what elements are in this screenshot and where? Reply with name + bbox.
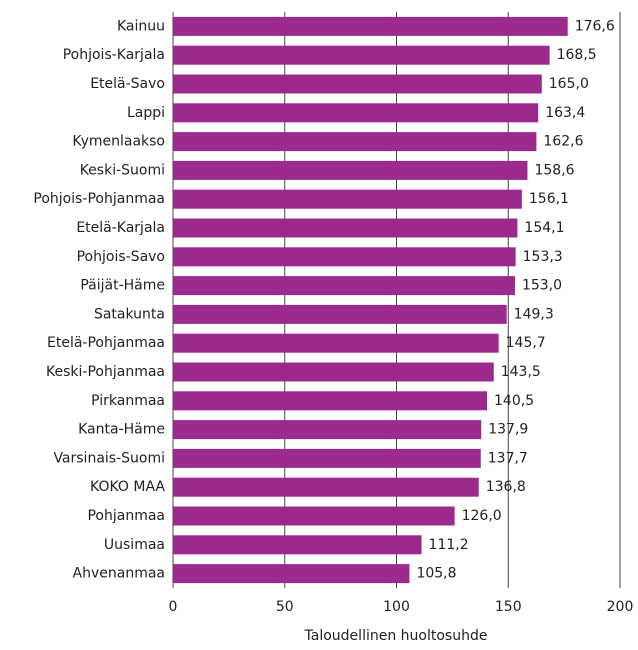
bar bbox=[173, 132, 537, 152]
bar bbox=[173, 448, 481, 468]
y-tick-label: Varsinais-Suomi bbox=[53, 450, 165, 466]
value-label: 158,6 bbox=[534, 162, 574, 178]
value-label: 153,0 bbox=[522, 278, 562, 294]
bar bbox=[173, 218, 518, 238]
x-tick-label: 200 bbox=[607, 599, 634, 615]
y-tick-label: Etelä-Savo bbox=[90, 76, 165, 92]
value-label: 145,7 bbox=[506, 335, 546, 351]
bar bbox=[173, 304, 507, 324]
value-label: 126,0 bbox=[462, 508, 502, 524]
y-tick-label: Kanta-Häme bbox=[78, 422, 165, 438]
bar bbox=[173, 564, 410, 584]
bar bbox=[173, 535, 422, 555]
value-label: 136,8 bbox=[486, 479, 526, 495]
bar bbox=[173, 506, 455, 526]
value-label: 163,4 bbox=[545, 105, 585, 121]
bar bbox=[173, 74, 542, 94]
x-tick-label: 50 bbox=[276, 599, 294, 615]
bar bbox=[173, 160, 528, 180]
y-tick-label: Keski-Suomi bbox=[80, 162, 165, 178]
bar bbox=[173, 103, 539, 123]
value-label: 140,5 bbox=[494, 393, 534, 409]
value-label: 143,5 bbox=[501, 364, 541, 380]
value-label: 111,2 bbox=[429, 537, 469, 553]
value-label: 105,8 bbox=[416, 566, 456, 582]
x-tick-label: 150 bbox=[495, 599, 522, 615]
y-tick-label: Uusimaa bbox=[104, 537, 165, 553]
bar bbox=[173, 333, 499, 353]
y-tick-label: Lappi bbox=[127, 105, 165, 121]
x-tick-label: 100 bbox=[383, 599, 410, 615]
bar bbox=[173, 420, 482, 440]
value-label: 162,6 bbox=[543, 134, 583, 150]
bar bbox=[173, 189, 522, 209]
y-tick-label: Pohjois-Karjala bbox=[63, 47, 165, 63]
bar bbox=[173, 276, 515, 296]
y-tick-label: Pohjois-Pohjanmaa bbox=[33, 191, 165, 207]
x-axis-label: Taloudellinen huoltosuhde bbox=[304, 628, 488, 644]
y-tick-label: Satakunta bbox=[94, 306, 165, 322]
value-label: 176,6 bbox=[575, 18, 615, 34]
bar bbox=[173, 391, 488, 411]
value-label: 165,0 bbox=[549, 76, 589, 92]
y-tick-label: Keski-Pohjanmaa bbox=[46, 364, 165, 380]
y-tick-label: KOKO MAA bbox=[90, 479, 165, 495]
x-tick-label: 0 bbox=[169, 599, 178, 615]
value-label: 154,1 bbox=[524, 220, 564, 236]
y-tick-label: Pirkanmaa bbox=[91, 393, 165, 409]
value-label: 137,9 bbox=[488, 422, 528, 438]
y-tick-label: Kainuu bbox=[117, 18, 165, 34]
bar bbox=[173, 362, 494, 382]
value-label: 156,1 bbox=[529, 191, 569, 207]
y-tick-label: Kymenlaakso bbox=[72, 134, 165, 150]
y-tick-label: Pohjanmaa bbox=[87, 508, 165, 524]
bar bbox=[173, 45, 550, 65]
bar bbox=[173, 477, 479, 497]
y-tick-label: Etelä-Karjala bbox=[76, 220, 165, 236]
bar bbox=[173, 16, 568, 36]
y-tick-label: Etelä-Pohjanmaa bbox=[47, 335, 165, 351]
value-label: 137,7 bbox=[488, 450, 528, 466]
value-label: 149,3 bbox=[514, 306, 554, 322]
value-label: 153,3 bbox=[523, 249, 563, 265]
bar bbox=[173, 247, 516, 267]
y-tick-label: Päijät-Häme bbox=[80, 278, 165, 294]
y-tick-label: Ahvenanmaa bbox=[73, 566, 165, 582]
value-label: 168,5 bbox=[557, 47, 597, 63]
y-tick-label: Pohjois-Savo bbox=[77, 249, 165, 265]
